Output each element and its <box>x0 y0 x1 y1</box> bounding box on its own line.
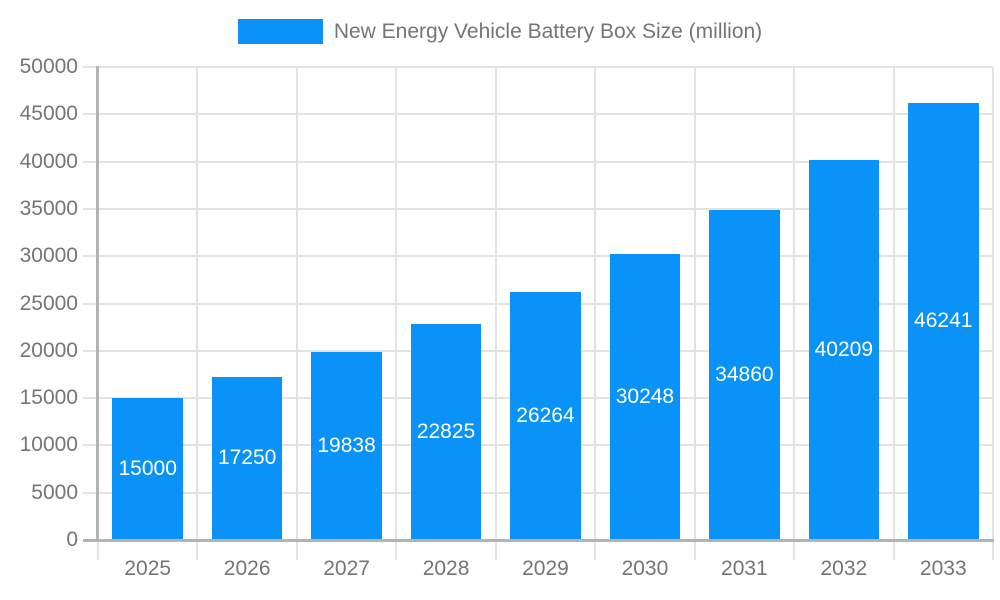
gridline-horizontal <box>83 113 993 116</box>
gridline-vertical <box>196 67 199 560</box>
legend-swatch <box>237 19 323 44</box>
y-axis-line <box>96 66 99 542</box>
gridline-vertical <box>594 67 597 560</box>
x-tick-label: 2033 <box>919 557 967 580</box>
y-tick-label: 25000 <box>19 291 78 315</box>
x-tick-label: 2032 <box>820 557 868 580</box>
bar: 26264 <box>510 291 581 540</box>
bar-column: 19838 2027 <box>297 67 396 580</box>
gridline-vertical <box>295 67 298 560</box>
gridline-vertical <box>793 67 796 560</box>
bar-value-label: 17250 <box>217 446 277 470</box>
bar-column: 22825 2028 <box>396 67 495 580</box>
bar: 19838 <box>311 352 382 540</box>
x-tick-label: 2030 <box>621 557 669 580</box>
bar-value-label: 26264 <box>516 403 575 427</box>
bar: 30248 <box>609 253 681 540</box>
x-tick-label: 2029 <box>522 557 569 580</box>
bar-value-label: 40209 <box>814 337 874 361</box>
x-tick-label: 2028 <box>422 557 470 580</box>
x-tick-label: 2031 <box>721 557 768 580</box>
bar-value-label: 19838 <box>317 434 376 458</box>
bar-column: 17250 2026 <box>197 67 296 580</box>
gridline-vertical <box>693 67 696 560</box>
gridline-horizontal <box>83 255 993 258</box>
bar: 34860 <box>709 210 780 540</box>
y-tick-label: 45000 <box>19 102 78 126</box>
legend[interactable]: New Energy Vehicle Battery Box Size (mil… <box>0 19 1000 44</box>
y-tick-label: 20000 <box>19 338 78 362</box>
x-tick-label: 2025 <box>124 557 172 580</box>
gridline-horizontal <box>83 160 993 163</box>
gridline-vertical <box>494 67 497 560</box>
bar: 46241 <box>907 102 979 540</box>
y-tick-label: 50000 <box>19 55 78 78</box>
y-tick-label: 40000 <box>19 149 78 173</box>
bar-value-label: 22825 <box>416 420 476 444</box>
bar-column: 26264 2029 <box>496 67 595 580</box>
y-axis-tick-labels: 0 5000 10000 15000 20000 25000 30000 35000 40000… <box>0 55 80 551</box>
bar-column: 46241 2033 <box>894 67 993 580</box>
bar: 15000 <box>112 398 183 540</box>
y-tick-label: 35000 <box>19 196 78 220</box>
bar: 40209 <box>808 159 880 540</box>
y-tick-label: 30000 <box>19 244 78 268</box>
gridline-vertical <box>395 67 398 560</box>
bar-column: 30248 2030 <box>595 67 694 580</box>
bar-column: 34860 2031 <box>695 67 794 580</box>
legend-label: New Energy Vehicle Battery Box Size (mil… <box>333 19 763 43</box>
bar-column: 15000 2025 <box>98 67 197 580</box>
gridline-vertical <box>992 67 994 560</box>
plot-area: 15000 2025 17250 2026 19838 2027 22825 2028 2626… <box>83 66 994 580</box>
y-tick-label: 0 <box>66 528 78 551</box>
gridline-horizontal <box>83 66 993 68</box>
bar-value-label: 30248 <box>615 384 675 408</box>
x-tick-label: 2026 <box>223 557 271 580</box>
gridline-vertical <box>892 67 895 560</box>
y-tick-label: 15000 <box>19 386 78 410</box>
bar-value-label: 46241 <box>914 309 973 333</box>
bar: 17250 <box>211 376 283 540</box>
bar-value-label: 34860 <box>715 363 774 387</box>
gridline-horizontal <box>83 207 993 210</box>
bar-column: 40209 2032 <box>794 67 893 580</box>
bar-value-label: 15000 <box>118 457 177 481</box>
x-axis-line <box>83 539 994 542</box>
y-tick-label: 10000 <box>19 433 78 457</box>
y-tick-label: 5000 <box>31 480 78 504</box>
bar: 22825 <box>410 324 482 540</box>
x-tick-label: 2027 <box>323 557 370 580</box>
